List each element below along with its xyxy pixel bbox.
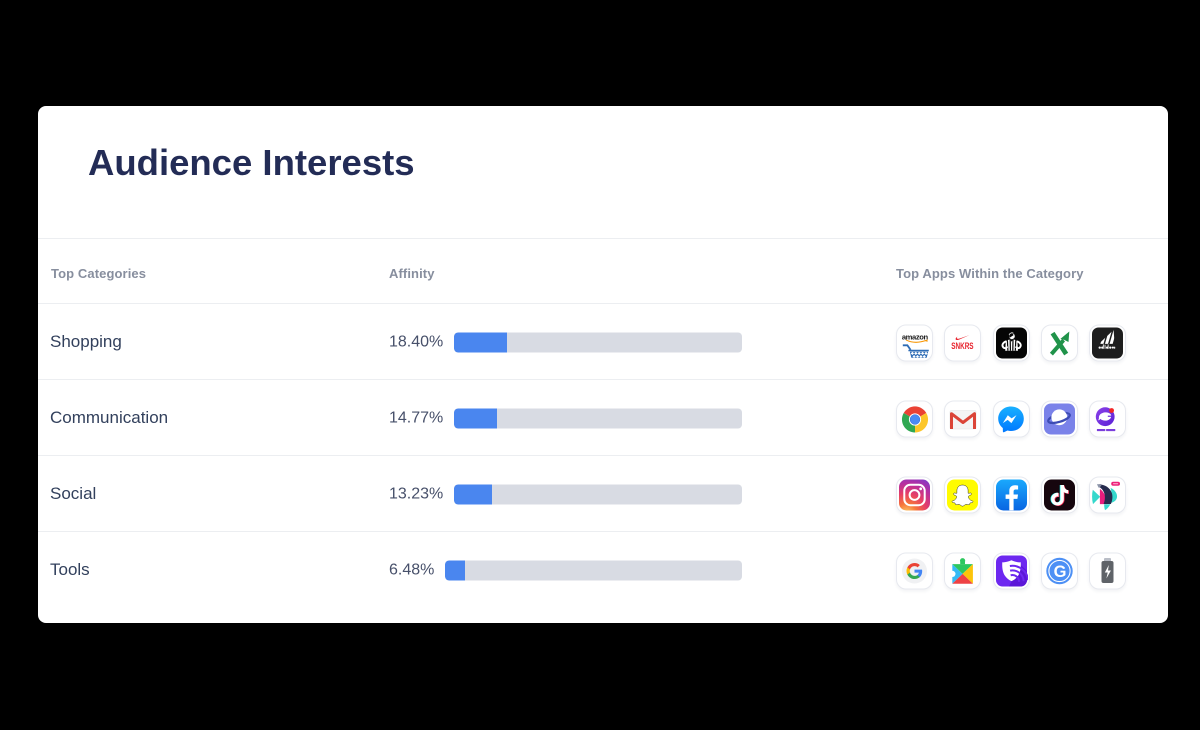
svg-text:amazon: amazon: [902, 332, 929, 341]
svg-text:G: G: [1053, 563, 1066, 581]
svg-text:SNKRS: SNKRS: [952, 341, 975, 352]
